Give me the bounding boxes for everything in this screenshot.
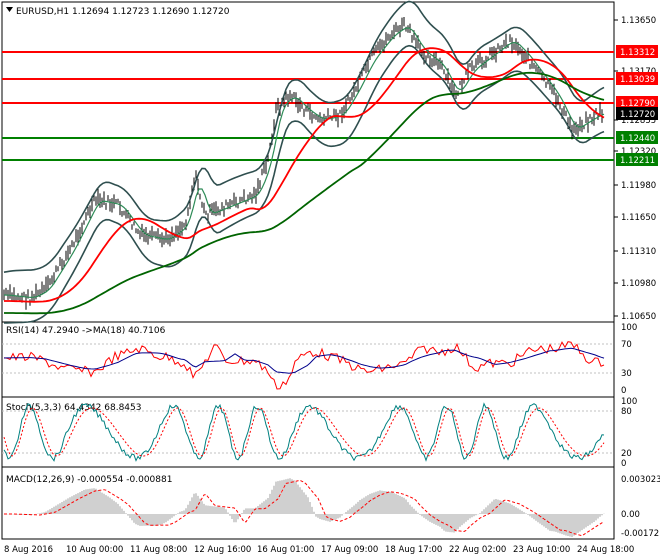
ohlc-readout: 1.12694 1.12723 1.12690 1.12720	[72, 7, 230, 17]
price-tick: 1.11650	[621, 213, 656, 223]
macd-tick: 0.003023	[621, 475, 660, 485]
time-tick: 11 Aug 08:00	[130, 545, 187, 555]
price-tick: 1.10980	[621, 279, 656, 289]
price-tick: 1.11310	[621, 247, 656, 257]
stoch-tick: 80	[621, 407, 632, 417]
rsi-tick: 30	[621, 369, 632, 379]
rsi-tick: 100	[621, 323, 637, 333]
macd-title: MACD(12,26,9) -0.000554 -0.000881	[6, 475, 172, 485]
price-tick: 1.13650	[621, 16, 656, 26]
time-tick: 12 Aug 16:00	[194, 545, 251, 555]
bollinger-upper	[3, 0, 605, 273]
stoch-main-line	[3, 402, 605, 462]
level-label-5: 1.12211	[616, 153, 658, 166]
stoch-tick: 100	[621, 397, 637, 407]
rsi-tick: 70	[621, 340, 632, 350]
svg-text:1.13039: 1.13039	[620, 75, 655, 85]
level-label-2: 1.13039	[616, 72, 658, 85]
dropdown-arrow-icon[interactable]	[6, 7, 13, 12]
rsi-lines	[3, 341, 605, 390]
price-bars	[3, 17, 603, 310]
time-tick: 8 Aug 2016	[4, 545, 53, 555]
ma-fast	[3, 27, 605, 299]
stoch-tick: 0	[621, 459, 626, 469]
macd-tick: 0.00	[621, 510, 640, 520]
svg-text:1.13312: 1.13312	[620, 48, 655, 58]
level-label-3: 1.12790	[616, 96, 658, 109]
svg-text:1.12211: 1.12211	[620, 156, 655, 166]
stoch-lines	[3, 402, 605, 462]
macd-tick: -0.001721	[621, 529, 660, 539]
time-tick: 10 Aug 00:00	[66, 545, 123, 555]
time-tick: 17 Aug 09:00	[321, 545, 378, 555]
rsi-title: RSI(14) 47.2940 ->MA(18) 40.7106	[6, 326, 166, 336]
rsi-tick: 0	[621, 386, 626, 396]
main-price-pane	[1, 1, 615, 323]
price-tick: 1.11980	[621, 181, 656, 191]
macd-histogram	[4, 478, 605, 537]
rsi-ma-line	[3, 347, 605, 374]
bollinger-lower	[4, 44, 605, 324]
price-tick: 1.10650	[621, 312, 656, 322]
svg-text:1.12440: 1.12440	[620, 134, 655, 144]
svg-text:1.12790: 1.12790	[620, 99, 655, 109]
time-tick: 23 Aug 10:00	[513, 545, 570, 555]
time-axis: 8 Aug 2016 10 Aug 00:00 11 Aug 08:00 12 …	[4, 545, 634, 555]
macd-signal-line	[4, 479, 605, 537]
time-tick: 18 Aug 17:00	[385, 545, 442, 555]
stoch-title: Stoch(5,3,3) 64.4342 68.8453	[6, 403, 141, 413]
time-tick: 16 Aug 01:00	[257, 545, 314, 555]
symbol-label: EURUSD,H1	[16, 7, 69, 17]
rsi-pane	[1, 321, 615, 398]
ma-green	[4, 71, 605, 315]
svg-text:1.12720: 1.12720	[620, 110, 655, 120]
price-axis: 1.13650 1.13170 1.12855 1.12320 1.11980 …	[614, 16, 656, 322]
time-tick: 22 Aug 02:00	[449, 545, 506, 555]
price-tick: 1.12855	[621, 116, 656, 126]
price-indicators	[3, 0, 605, 324]
ma-red	[4, 47, 605, 303]
price-tick: 1.12320	[621, 147, 656, 157]
current-price-label: 1.12720	[616, 107, 658, 120]
level-label-4: 1.12440	[616, 131, 658, 144]
stoch-signal-line	[3, 407, 605, 457]
level-label-1: 1.13312	[616, 45, 658, 58]
stoch-tick: 20	[621, 449, 632, 459]
time-tick: 24 Aug 18:00	[577, 545, 634, 555]
